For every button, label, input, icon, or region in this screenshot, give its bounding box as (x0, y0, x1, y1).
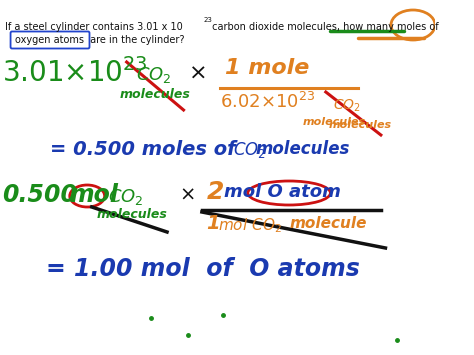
Text: = 1.00 mol  of  O atoms: = 1.00 mol of O atoms (46, 257, 360, 281)
Text: $mol\ CO_2$: $mol\ CO_2$ (219, 216, 282, 235)
Text: = 0.500 moles of: = 0.500 moles of (50, 140, 236, 159)
Text: $CO_2$: $CO_2$ (233, 140, 266, 160)
Text: molecules: molecules (328, 120, 392, 130)
Text: 1: 1 (207, 214, 220, 233)
Text: mol: mol (70, 183, 119, 207)
Text: molecules: molecules (255, 140, 349, 158)
Text: $CO_2$: $CO_2$ (108, 187, 144, 207)
Text: $CO_2$: $CO_2$ (333, 98, 361, 114)
Text: molecules: molecules (96, 208, 167, 221)
Text: 1 mole: 1 mole (225, 58, 309, 78)
Text: mol O atom: mol O atom (224, 183, 341, 201)
Text: 2: 2 (207, 180, 224, 204)
Text: molecules: molecules (119, 88, 190, 101)
Text: If a steel cylinder contains 3.01 x 10: If a steel cylinder contains 3.01 x 10 (5, 22, 182, 32)
Text: $6.02{\times}10^{23}$: $6.02{\times}10^{23}$ (220, 92, 316, 112)
Text: 23: 23 (204, 17, 213, 23)
Text: molecules: molecules (303, 117, 366, 127)
Text: molecule: molecule (289, 216, 366, 231)
Text: $\times$: $\times$ (179, 185, 195, 204)
Text: are in the cylinder?: are in the cylinder? (87, 35, 185, 45)
Text: $3.01{\times}10^{23}$: $3.01{\times}10^{23}$ (2, 58, 148, 88)
Text: oxygen atoms: oxygen atoms (15, 35, 84, 45)
Text: 0.500: 0.500 (2, 183, 77, 207)
Text: $CO_2$: $CO_2$ (136, 65, 171, 85)
Text: carbon dioxide molecules, how many moles of: carbon dioxide molecules, how many moles… (209, 22, 439, 32)
Text: $\times$: $\times$ (188, 63, 206, 83)
